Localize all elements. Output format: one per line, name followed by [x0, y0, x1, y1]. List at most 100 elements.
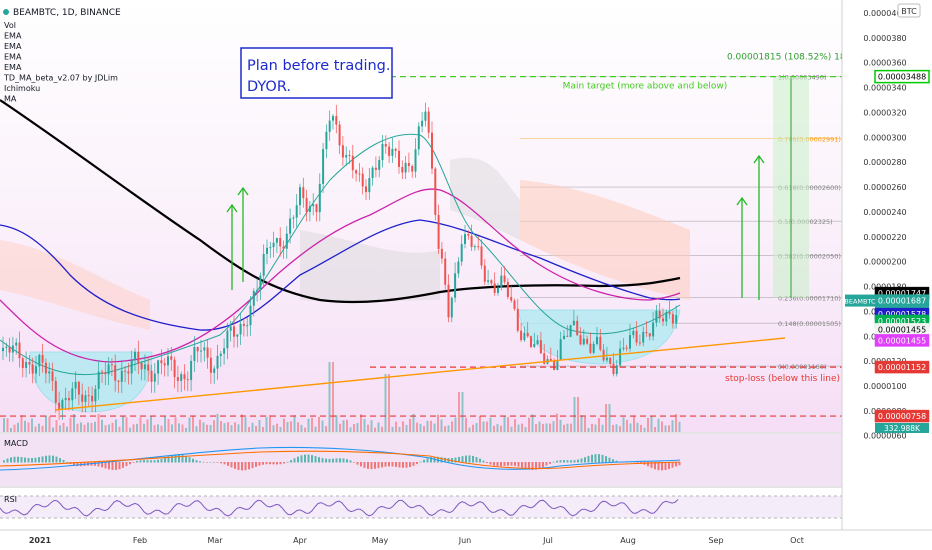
candle-body: [262, 253, 265, 276]
macd-histogram-bar: [125, 462, 128, 467]
macd-title[interactable]: MACD: [4, 439, 28, 448]
candle-body: [335, 116, 338, 125]
indicator-item[interactable]: Ichimoku: [4, 84, 40, 93]
volume-bar: [244, 417, 247, 432]
macd-histogram-bar: [143, 460, 145, 463]
candle-body: [91, 395, 94, 402]
candle-body: [351, 155, 354, 171]
indicator-item[interactable]: Vol: [4, 21, 16, 30]
indicator-item[interactable]: EMA: [4, 32, 22, 41]
rsi-band: [0, 496, 842, 518]
candle-body: [490, 280, 493, 284]
candle-body: [473, 246, 476, 248]
candle-body: [668, 312, 671, 315]
indicator-item[interactable]: EMA: [4, 63, 22, 72]
macd-histogram-bar: [524, 462, 527, 469]
volume-bar: [104, 425, 107, 432]
volume-bar: [276, 423, 278, 432]
rising-trendline[interactable]: [54, 337, 786, 411]
price-axis[interactable]: [842, 0, 932, 530]
macd-histogram-bar: [370, 462, 373, 470]
volume-bar: [454, 417, 457, 432]
indicator-item[interactable]: EMA: [4, 42, 22, 51]
volume-bar: [178, 423, 180, 432]
cloud-patch: [520, 180, 690, 300]
candle-body: [493, 283, 496, 293]
trader-drawings[interactable]: Main target (more above and below) 0.0000…: [0, 47, 857, 417]
volume-bar: [500, 425, 502, 432]
plan-note-box[interactable]: [240, 47, 393, 99]
candle-body: [464, 234, 466, 245]
candle-body: [272, 242, 275, 248]
macd-histogram-bar: [657, 462, 660, 471]
arrow-up-icon[interactable]: [237, 186, 249, 282]
candle-body: [559, 339, 562, 361]
macd-histogram-bar: [286, 461, 289, 463]
volume-bar: [468, 427, 471, 432]
indicator-item[interactable]: MA: [4, 95, 17, 104]
volume-bar: [52, 427, 54, 432]
arrow-head: [226, 203, 238, 213]
chart-legend[interactable]: BEAMBTC, 1D, BINANCE VolEMAEMAEMAEMATD_M…: [3, 8, 121, 104]
macd-histogram-bar: [398, 462, 401, 468]
macd-histogram-bar: [503, 462, 506, 466]
indicator-item[interactable]: TD_MA_beta_v2.07 by JDLim: [3, 74, 118, 83]
candle-body: [388, 146, 391, 156]
rsi-title[interactable]: RSI: [4, 495, 17, 504]
macd-histogram-bar: [489, 462, 492, 465]
macd-histogram-bar: [311, 455, 313, 463]
arrow-up-icon[interactable]: [226, 203, 238, 290]
candle-body: [434, 168, 437, 215]
price-tick: 0.0000360: [863, 59, 906, 68]
candle-body: [223, 348, 226, 354]
candle-body: [124, 370, 127, 372]
macd-histogram-bar: [17, 456, 19, 463]
volume-bar: [570, 423, 572, 432]
time-label: Aug: [620, 536, 636, 545]
candle-body: [417, 126, 420, 150]
plan-note-line: Plan before trading.: [247, 58, 391, 74]
currency-badge[interactable]: [897, 3, 921, 18]
macd-histogram-bar: [542, 462, 544, 468]
volume-bar: [629, 423, 632, 432]
candle-body: [374, 167, 377, 170]
volume-bars: [3, 362, 681, 432]
candle-body: [54, 381, 57, 403]
volume-bar: [150, 416, 152, 432]
candle-body: [596, 336, 598, 344]
indicator-item[interactable]: EMA: [4, 53, 22, 62]
macd-histogram-bar: [535, 462, 537, 470]
symbol-title[interactable]: BEAMBTC, 1D, BINANCE: [13, 8, 121, 18]
candle-body: [299, 187, 301, 206]
candle-body: [137, 351, 140, 363]
candle-body: [572, 320, 575, 326]
candle-body: [203, 347, 206, 351]
volume-bar: [129, 427, 131, 432]
candle-body: [64, 397, 67, 400]
candle-body: [579, 335, 582, 345]
candle-body: [427, 111, 430, 133]
time-axis[interactable]: [0, 530, 932, 550]
arrow-head: [237, 186, 249, 196]
macd-histogram-bar: [20, 457, 23, 463]
price-tick: 0.0000200: [863, 258, 906, 267]
price-label: 0.00001578: [878, 310, 926, 319]
macd-histogram-bar: [195, 460, 198, 463]
candle-body: [619, 348, 622, 366]
candle-body: [665, 312, 668, 322]
volume-bar: [206, 424, 208, 432]
macd-histogram-bar: [38, 457, 40, 463]
macd-pane[interactable]: [0, 434, 842, 486]
macd-histogram-bar: [416, 462, 418, 465]
volume-bar: [664, 425, 667, 432]
volume-bar: [311, 417, 313, 432]
volume-bar: [17, 422, 19, 432]
volume-bar: [167, 418, 170, 432]
macd-histogram-bar: [577, 459, 579, 463]
arrow-up-icon[interactable]: [736, 196, 748, 298]
arrow-up-icon[interactable]: [753, 154, 765, 300]
volume-bar: [171, 424, 173, 432]
candle-body: [444, 258, 447, 285]
